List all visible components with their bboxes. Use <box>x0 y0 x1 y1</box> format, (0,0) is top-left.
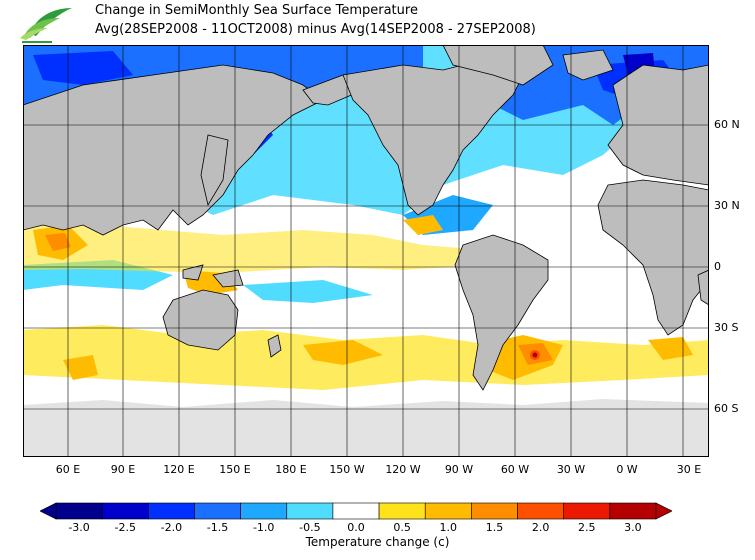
legend-tick-label: -3.0 <box>68 521 90 534</box>
legend-swatch <box>148 502 195 520</box>
legend-tick-label: -2.0 <box>160 521 183 534</box>
lat-label-60s: 60 S <box>714 402 739 415</box>
legend-swatch <box>424 502 472 520</box>
map-frame <box>23 45 709 457</box>
lat-label-30s: 30 S <box>714 321 739 334</box>
legend-tick-label: 3.0 <box>624 521 642 534</box>
legend-swatch <box>471 502 518 520</box>
lon-label: 120 E <box>163 463 195 476</box>
legend-tick-label: 1.5 <box>485 521 504 534</box>
legend-tick-label: 2.0 <box>531 521 550 534</box>
lat-label-equator: 0 <box>714 260 721 273</box>
legend-swatch <box>332 502 380 520</box>
lat-label-30n: 30 N <box>714 199 740 212</box>
lon-label: 30 E <box>676 463 702 476</box>
lon-label: 30 W <box>556 463 586 476</box>
legend-swatch <box>240 502 288 520</box>
legend-swatch <box>101 502 149 520</box>
legend-unit-label: Temperature change (c) <box>305 535 450 549</box>
chart-title: Change in SemiMonthly Sea Surface Temper… <box>95 3 418 18</box>
legend-arrow-left <box>40 502 57 520</box>
legend-swatch <box>517 502 564 520</box>
legend-swatch <box>194 502 241 520</box>
legend-tick-label: 2.5 <box>578 521 596 534</box>
lon-label: 120 W <box>385 463 421 476</box>
lon-label: 150 E <box>219 463 251 476</box>
legend-tick-label: 0.5 <box>393 521 411 534</box>
legend-arrow-right <box>655 502 672 520</box>
lon-label: 60 W <box>500 463 530 476</box>
sea-ice <box>23 399 709 457</box>
lon-label: 150 W <box>329 463 365 476</box>
legend-tick-label: -2.5 <box>114 521 136 534</box>
legend-swatch <box>378 502 426 520</box>
legend-swatches <box>55 502 657 520</box>
legend-swatch <box>286 502 334 520</box>
legend-swatch <box>563 502 611 520</box>
legend-swatch <box>609 502 657 520</box>
legend-tick-label: -0.5 <box>299 521 321 534</box>
lon-label: 180 E <box>275 463 307 476</box>
agency-logo-icon <box>20 8 72 43</box>
lat-label-60n: 60 N <box>714 118 740 131</box>
legend-tick-label: 1.0 <box>439 521 458 534</box>
legend-tick-label: 0.0 <box>347 521 365 534</box>
grid-lines <box>23 45 709 457</box>
lon-label: 0 W <box>616 463 638 476</box>
legend-swatch <box>55 502 103 520</box>
legend-tick-label: -1.5 <box>206 521 229 534</box>
lon-label: 90 W <box>444 463 474 476</box>
lon-label: 90 E <box>110 463 136 476</box>
chart-subtitle: Avg(28SEP2008 - 11OCT2008) minus Avg(14S… <box>95 22 536 37</box>
sst-anomaly-map <box>23 45 709 457</box>
lon-label: 60 E <box>55 463 81 476</box>
color-legend-bar <box>40 502 672 520</box>
legend-tick-label: -1.0 <box>252 521 275 534</box>
